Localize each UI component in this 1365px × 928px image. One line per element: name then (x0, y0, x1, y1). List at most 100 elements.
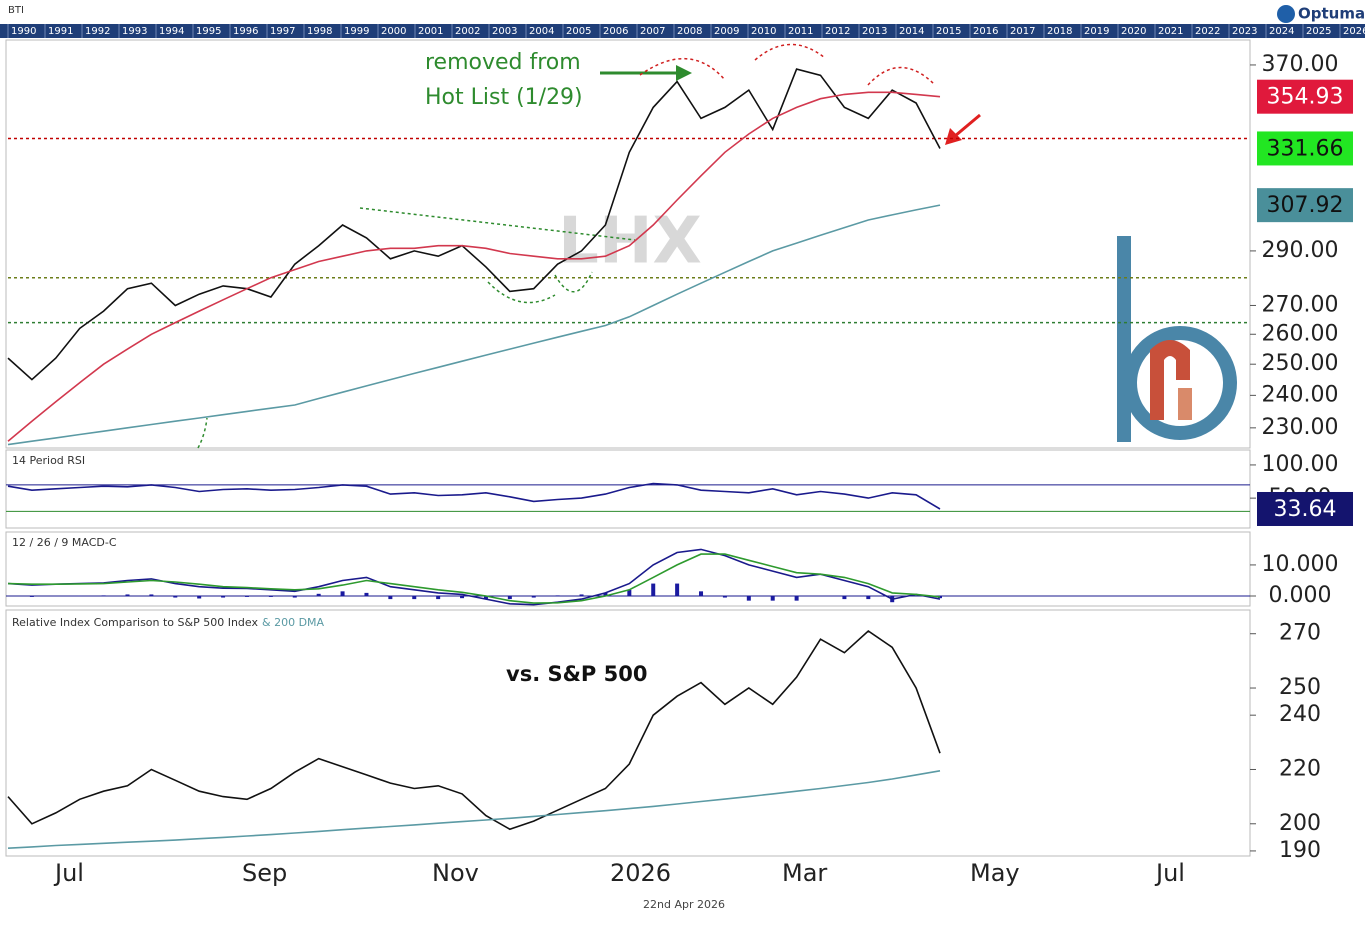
histogram-bar (221, 596, 225, 598)
histogram-bar (341, 591, 345, 596)
price-badge-label: 307.92 (1267, 193, 1344, 218)
year-label: 2025 (1306, 26, 1331, 37)
year-label: 2006 (603, 26, 628, 37)
annotation: removed from (425, 50, 581, 75)
year-label: 2023 (1232, 26, 1257, 37)
price-badge-label: 354.93 (1267, 85, 1344, 110)
histogram-bar (747, 596, 751, 601)
year-label: 2017 (1010, 26, 1035, 37)
year-label: 1993 (122, 26, 147, 37)
x-tick-label: 2026 (610, 859, 671, 887)
year-label: 2007 (640, 26, 665, 37)
y-tick-label: 260.00 (1262, 321, 1339, 346)
year-label: 2019 (1084, 26, 1109, 37)
year-label: 2002 (455, 26, 480, 37)
year-label: 2013 (862, 26, 887, 37)
y-tick-label: 290.00 (1262, 238, 1339, 263)
x-tick-label: May (970, 859, 1020, 887)
year-label: 2008 (677, 26, 702, 37)
y-tick-label: 270.00 (1262, 292, 1339, 317)
histogram-bar (269, 596, 273, 597)
histogram-bar (675, 584, 679, 596)
histogram-bar (460, 596, 464, 598)
histogram-bar (30, 596, 34, 597)
symbol: BTI (8, 5, 24, 16)
x-tick-label: Mar (782, 859, 827, 887)
histogram-bar (149, 594, 153, 596)
histogram-bar (245, 596, 249, 597)
histogram-bar (556, 595, 560, 596)
histogram-bar (125, 594, 129, 596)
year-label: 1994 (159, 26, 184, 37)
x-tick-label: Sep (242, 859, 287, 887)
y-tick-label: 220 (1279, 756, 1321, 781)
year-label: 2009 (714, 26, 739, 37)
y-tick-label: 200 (1279, 811, 1321, 836)
year-label: 1996 (233, 26, 258, 37)
y-tick-label: 230.00 (1262, 415, 1339, 440)
year-label: 2018 (1047, 26, 1072, 37)
y-tick-label: 270 (1279, 621, 1321, 646)
brand: Optuma (1298, 5, 1365, 23)
year-label: 2010 (751, 26, 776, 37)
y-tick-label: 10.000 (1262, 552, 1339, 577)
year-label: 2022 (1195, 26, 1220, 37)
histogram-bar (388, 596, 392, 599)
y-tick-label: 100.00 (1262, 452, 1339, 477)
year-label: 2005 (566, 26, 591, 37)
year-label: 2016 (973, 26, 998, 37)
year-label: 1999 (344, 26, 369, 37)
histogram-bar (723, 596, 727, 598)
y-tick-label: 250.00 (1262, 351, 1339, 376)
histogram-bar (532, 596, 536, 598)
brand-icon (1277, 5, 1295, 23)
year-label: 2024 (1269, 26, 1294, 37)
year-label: 2003 (492, 26, 517, 37)
year-label: 1997 (270, 26, 295, 37)
year-label: 2020 (1121, 26, 1146, 37)
histogram-bar (317, 594, 321, 596)
histogram-bar (842, 596, 846, 599)
panel-title: Relative Index Comparison to S&P 500 Ind… (12, 616, 258, 629)
histogram-bar (293, 596, 297, 598)
x-tick-label: Jul (53, 859, 84, 887)
panel-title: 14 Period RSI (12, 454, 85, 467)
year-label: 1991 (48, 26, 73, 37)
x-tick-label: Nov (432, 859, 479, 887)
logo-mark (1178, 388, 1192, 420)
year-label: 2026 (1343, 26, 1365, 37)
y-tick-label: 240 (1279, 702, 1321, 727)
year-label: 1990 (11, 26, 36, 37)
histogram-bar (651, 584, 655, 596)
y-tick-label: 240.00 (1262, 382, 1339, 407)
x-tick-label: Jul (1154, 859, 1185, 887)
annotation: Hot List (1/29) (425, 85, 583, 110)
footer-date: 22nd Apr 2026 (643, 898, 725, 911)
year-label: 2000 (381, 26, 406, 37)
year-label: 2014 (899, 26, 924, 37)
histogram-bar (102, 595, 106, 596)
panel-title: 12 / 26 / 9 MACD-C (12, 536, 117, 549)
panel-subtitle: & 200 DMA (262, 616, 325, 629)
histogram-bar (436, 596, 440, 599)
histogram-bar (771, 596, 775, 601)
histogram-bar (197, 596, 201, 598)
year-label: 1995 (196, 26, 221, 37)
y-tick-label: 0.000 (1269, 583, 1332, 608)
y-tick-label: 190 (1279, 838, 1321, 863)
logo-stem (1117, 236, 1131, 442)
histogram-bar (795, 596, 799, 601)
histogram-bar (699, 591, 703, 596)
year-label: 1992 (85, 26, 110, 37)
annotation: vs. S&P 500 (506, 662, 647, 686)
year-label: 2001 (418, 26, 443, 37)
histogram-bar (173, 596, 177, 598)
price-badge-label: 33.64 (1274, 497, 1337, 522)
histogram-bar (508, 596, 512, 599)
price-badge-label: 331.66 (1267, 136, 1344, 161)
histogram-bar (412, 596, 416, 599)
histogram-bar (866, 596, 870, 599)
year-label: 2015 (936, 26, 961, 37)
year-label: 1998 (307, 26, 332, 37)
